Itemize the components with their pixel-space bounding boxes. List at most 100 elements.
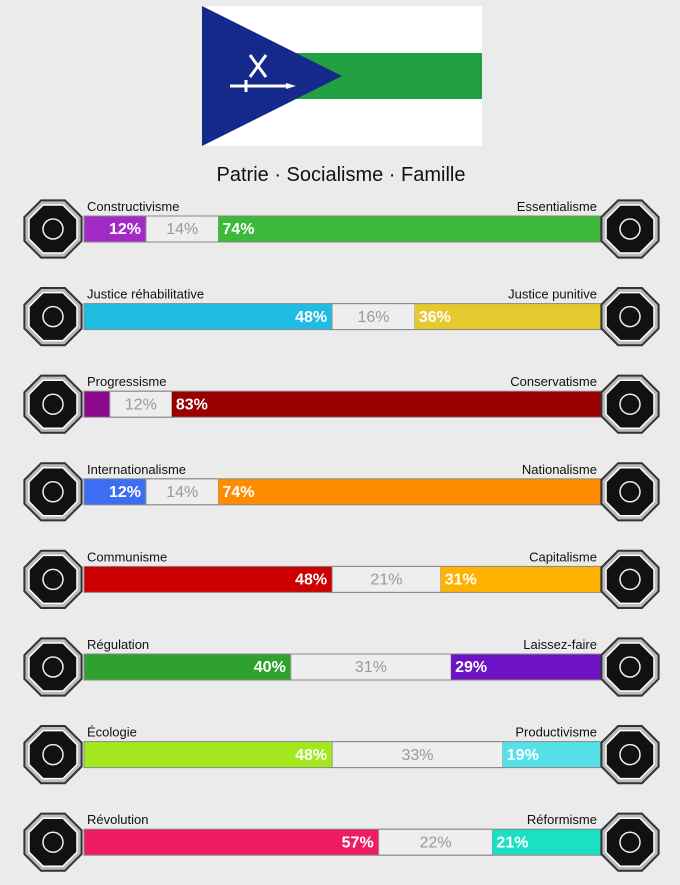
icon-motif [619,743,641,766]
left-label: Révolution [87,812,148,827]
value-label: 48% [295,747,327,764]
bar-segment [331,303,416,331]
left-label: Progressisme [87,374,166,389]
axis-icon [23,637,83,697]
icon-face [28,467,78,517]
axis-icon [600,725,660,785]
icon-motif [42,305,64,328]
value-label: 83% [176,396,208,413]
bar-segment [84,654,291,680]
bar-segment [331,565,442,593]
icon-face [605,642,655,692]
icon-face [605,291,655,342]
icon-face [28,729,78,780]
icon-face [28,291,78,342]
icon-face [605,204,655,254]
icon-motif [42,393,64,415]
icon-motif [619,831,641,853]
left-label: Écologie [87,725,137,740]
right-label: Laissez-faire [523,637,597,652]
value-label: 29% [455,659,487,676]
value-label: 12% [109,221,141,238]
bar-segment [84,303,333,330]
icon-motif [619,568,641,591]
axis-icon [23,812,83,872]
right-label: Justice punitive [508,287,597,302]
right-label: Capitalisme [529,549,597,564]
left-label: Justice réhabilitative [87,287,204,302]
bar-segment [218,478,602,505]
left-label: Internationalisme [87,462,186,477]
icon-motif [619,393,641,415]
icon-motif [42,568,64,591]
axis-icon [23,725,83,785]
icon-face [605,554,655,605]
bar-segment [171,391,601,418]
value-label: 48% [295,309,327,326]
value-label: 31% [445,572,477,589]
axis-icon [600,462,660,522]
bar-segment [84,741,333,768]
value-label: 22% [420,834,452,851]
bar-segment [492,829,601,856]
axis-icon [600,549,660,609]
axis-icon [600,199,660,259]
bar-segment [414,303,601,330]
axis-icon [600,812,660,872]
bar-segment [84,829,379,856]
icon-motif [42,743,64,766]
right-label: Essentialisme [517,199,597,214]
axis-icon [600,287,660,347]
right-label: Réformisme [527,812,597,827]
value-label: 40% [254,659,286,676]
motto: Patrie · Socialisme · Famille [217,164,466,186]
icon-motif [42,656,64,678]
icon-motif [42,218,64,240]
axis-icon [23,374,83,434]
left-label: Régulation [87,637,149,652]
axis-icon [23,549,83,609]
left-label: Constructivisme [87,199,179,214]
axis-icon [600,374,660,434]
value-label: 33% [401,747,433,764]
bar-segment [84,566,333,593]
bar-segment [84,478,147,505]
value-label: 14% [166,221,198,238]
icon-motif [42,831,64,853]
icon-motif [619,305,641,328]
value-label: 21% [496,834,528,851]
value-label: 36% [419,309,451,326]
right-label: Productivisme [515,725,597,740]
bar-segment [84,391,110,418]
icon-face [28,554,78,605]
flag [202,6,482,146]
bar-segment [84,216,147,242]
icon-face [28,817,78,867]
bar-segment [451,654,601,680]
value-label: 57% [342,834,374,851]
icon-motif [619,481,641,503]
icon-motif [619,656,641,678]
left-label: Communisme [87,549,167,564]
value-label: 74% [222,484,254,501]
right-label: Conservatisme [510,374,597,389]
bar-segment [502,741,601,768]
value-label: 19% [507,747,539,764]
icon-face [28,379,78,429]
right-label: Nationalisme [522,462,597,477]
icon-face [28,204,78,254]
bar-segment [145,478,219,506]
axis-icon [600,637,660,697]
icon-motif [42,481,64,503]
icon-face [605,729,655,780]
value-label: 31% [355,659,387,676]
icon-face [605,467,655,517]
icon-motif [619,218,641,240]
axis-icon [23,199,83,259]
icon-face [605,379,655,429]
value-label: 74% [222,221,254,238]
bar-segment [290,653,452,681]
value-label: 16% [358,309,390,326]
bar-segment [218,216,602,242]
